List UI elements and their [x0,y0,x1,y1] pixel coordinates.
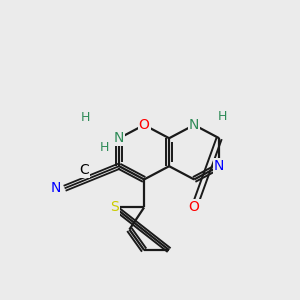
Text: N: N [189,118,200,132]
Text: O: O [189,200,200,214]
Text: H: H [218,110,227,123]
Text: S: S [110,200,119,214]
Text: N: N [114,131,124,145]
Text: N: N [51,181,61,195]
Text: H: H [100,141,109,154]
Text: H: H [80,111,90,124]
Text: C: C [80,163,89,177]
Text: O: O [139,118,149,132]
Text: N: N [214,159,224,173]
